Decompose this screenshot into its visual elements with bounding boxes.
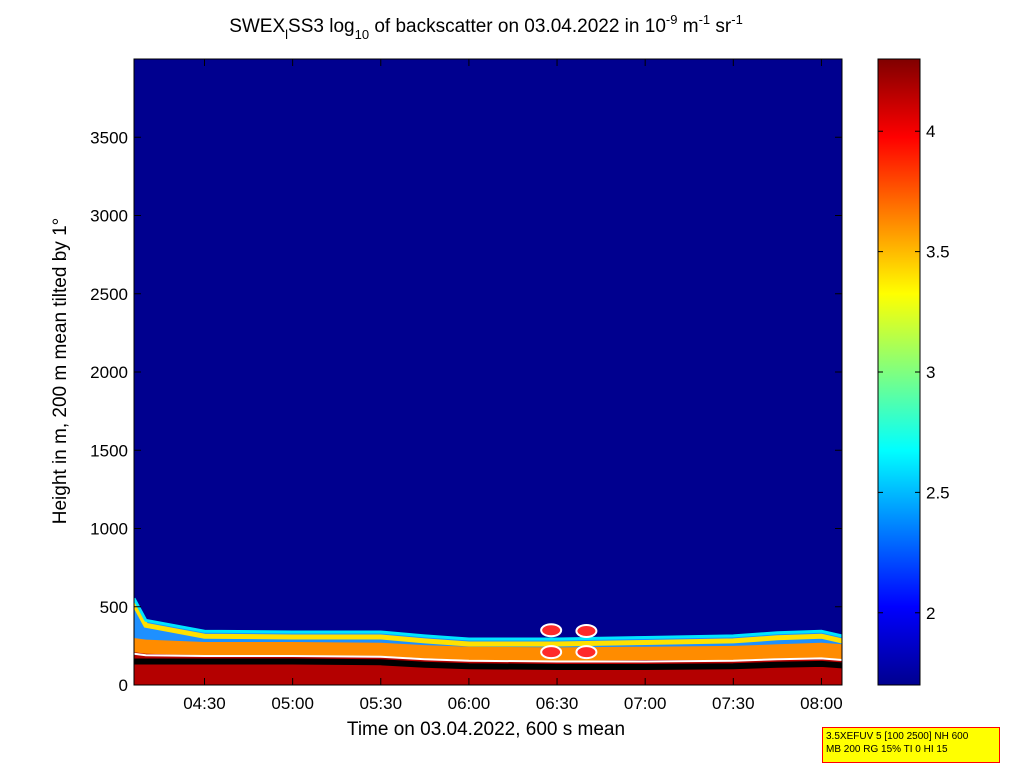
colorbar-ticks: 2 2.5 3 3.5 4 (878, 122, 950, 623)
cloud-mark-1 (540, 645, 563, 660)
black-band-line (134, 658, 842, 670)
colorbar: 2 2.5 3 3.5 4 (877, 58, 950, 686)
x-axis-label: Time on 03.04.2022, 600 s mean (347, 719, 625, 740)
cloud-mark-0 (540, 623, 563, 638)
white-contour-line (134, 652, 842, 663)
y-tick-label-0: 0 (119, 676, 128, 695)
cloud-mark-3 (575, 645, 598, 660)
x-axis: 04:30 05:00 05:30 06:00 06:30 07:00 07:30 08:00 (183, 59, 843, 713)
colorbar-tick-label-4: 4 (926, 122, 935, 141)
x-tick-label-6: 07:30 (712, 694, 755, 713)
y-tick-label-5: 2500 (90, 285, 128, 304)
x-tick-label-5: 07:00 (624, 694, 667, 713)
info-line-2: MB 200 RG 15% TI 0 HI 15 (826, 744, 948, 755)
y-axis-label: Height in m, 200 m mean tilted by 1° (50, 218, 71, 524)
layer-fringe-yellow (134, 602, 842, 647)
colorbar-tick-label-3: 3.5 (926, 243, 950, 262)
cloud-mark-2 (575, 624, 598, 639)
x-tick-label-2: 05:30 (359, 694, 402, 713)
y-tick-label-4: 2000 (90, 363, 128, 382)
x-tick-label-0: 04:30 (183, 694, 226, 713)
y-tick-label-7: 3500 (90, 128, 128, 147)
colorbar-tick-label-0: 2 (926, 604, 935, 623)
colorbar-tick-label-1: 2.5 (926, 483, 950, 502)
y-axis: 0 500 1000 1500 2000 2500 3000 3500 (90, 128, 842, 695)
x-tick-label-1: 05:00 (271, 694, 314, 713)
y-tick-label-3: 1500 (90, 441, 128, 460)
colorbar-tick-label-2: 3 (926, 363, 935, 382)
x-tick-label-3: 06:00 (448, 694, 491, 713)
x-tick-label-7: 08:00 (800, 694, 843, 713)
info-line-1: 3.5XEFUV 5 [100 2500] NH 600 (826, 731, 969, 742)
y-tick-label-6: 3000 (90, 207, 128, 226)
y-tick-label-1: 500 (100, 598, 128, 617)
plot-background (134, 59, 842, 685)
x-tick-label-4: 06:30 (536, 694, 579, 713)
y-tick-label-2: 1000 (90, 520, 128, 539)
processing-info-box: 3.5XEFUV 5 [100 2500] NH 600 MB 200 RG 1… (822, 727, 1000, 763)
chart-title: SWEXlSS3 log10 of backscatter on 03.04.2… (229, 12, 743, 42)
backscatter-layers (134, 597, 842, 685)
layer-fringe-cyan (134, 597, 842, 641)
plot-area (133, 58, 843, 686)
colorbar-gradient (877, 58, 921, 686)
